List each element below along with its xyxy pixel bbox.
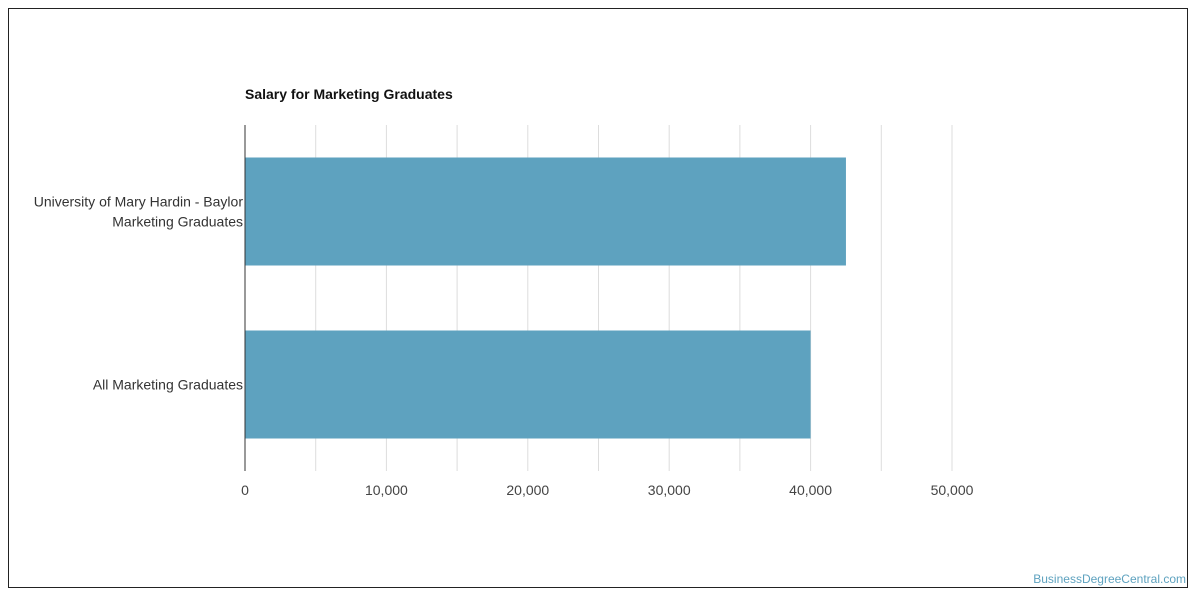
x-tick-label: 40,000: [789, 482, 832, 498]
x-tick-label: 10,000: [365, 482, 408, 498]
x-tick-label: 0: [241, 482, 249, 498]
x-tick-label: 50,000: [931, 482, 974, 498]
chart-title: Salary for Marketing Graduates: [245, 86, 453, 102]
category-label: University of Mary Hardin - Baylor: [34, 194, 244, 210]
category-labels: University of Mary Hardin - Baylor Market…: [34, 194, 244, 393]
x-tick-label: 30,000: [648, 482, 691, 498]
bar[interactable]: [245, 330, 811, 439]
x-tick-label: 20,000: [506, 482, 549, 498]
watermark[interactable]: BusinessDegreeCentral.com: [1033, 572, 1186, 586]
x-tick-labels: 0 10,000 20,000 30,000 40,000 50,000: [241, 482, 974, 498]
category-label: All Marketing Graduates: [93, 377, 243, 393]
bar[interactable]: [245, 157, 846, 266]
category-label: Marketing Graduates: [112, 214, 243, 230]
bars: [245, 157, 846, 439]
